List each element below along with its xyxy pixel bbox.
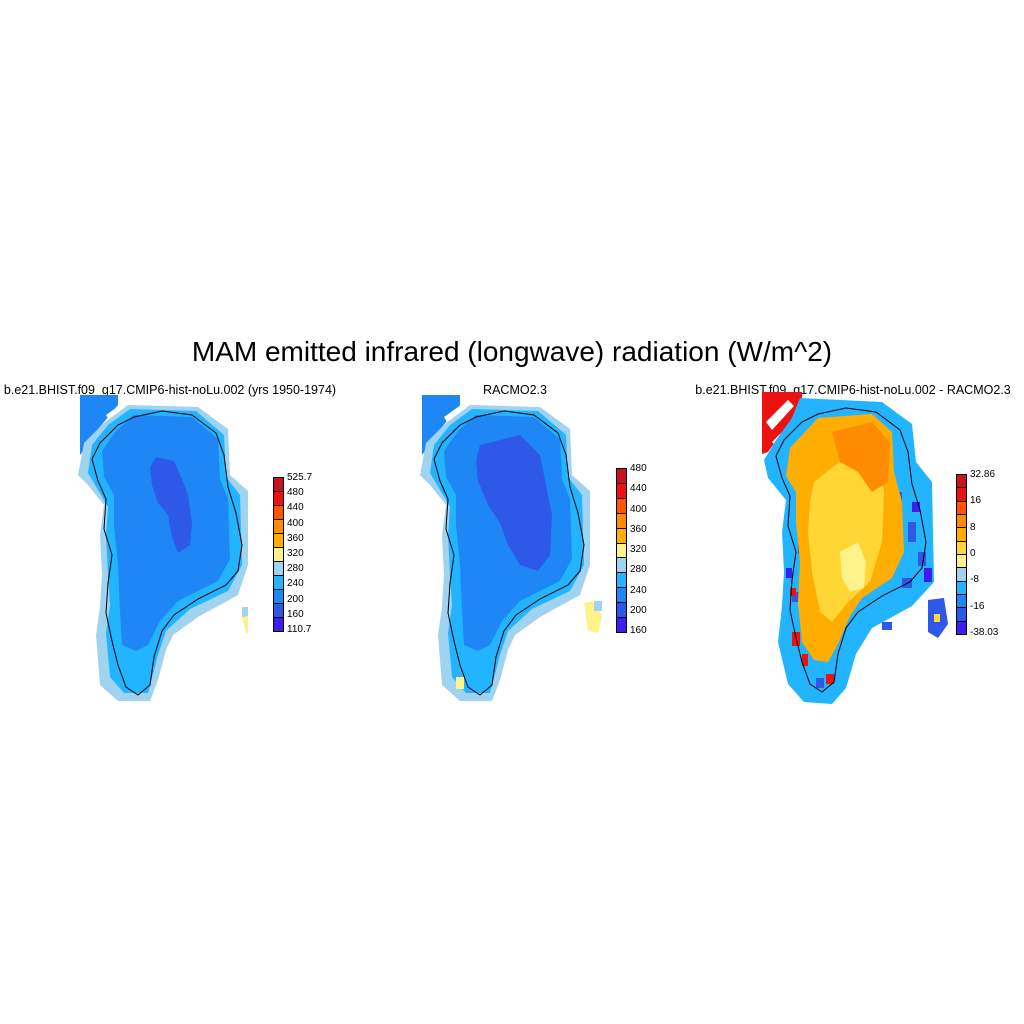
colorbar-swatch bbox=[273, 477, 284, 492]
colorbar-swatch bbox=[956, 594, 967, 609]
colorbar-swatch bbox=[616, 468, 627, 484]
colorbar-swatch bbox=[956, 607, 967, 622]
colorbar-label: 320 bbox=[630, 544, 647, 555]
colorbar-label: -38.03 bbox=[970, 627, 999, 638]
colorbar-swatch bbox=[273, 603, 284, 618]
colorbar-label: 400 bbox=[287, 517, 304, 529]
panel-3-colorbar: 32.86 16 8 0 -8 -16 -38.03 bbox=[956, 470, 1016, 638]
panel-1-map bbox=[78, 395, 248, 701]
colorbar-label: 525.7 bbox=[287, 472, 313, 483]
colorbar-swatch bbox=[956, 540, 967, 555]
colorbar-label: 110.7 bbox=[287, 624, 312, 635]
colorbar-swatch bbox=[616, 527, 627, 544]
colorbar-swatch bbox=[616, 557, 627, 574]
panel-2-map bbox=[420, 395, 602, 701]
colorbar-swatch bbox=[616, 587, 627, 604]
figure-title: MAM emitted infrared (longwave) radiatio… bbox=[191, 336, 833, 367]
colorbar-swatch bbox=[956, 554, 967, 569]
colorbar-label: 32.86 bbox=[970, 469, 996, 480]
colorbar-swatch bbox=[273, 519, 284, 534]
colorbar-swatch bbox=[273, 561, 284, 576]
panel-2-colorbar: 480 440 400 360 320 280 240 200 160 bbox=[616, 464, 666, 636]
panel-1-title: b.e21.BHIST.f09_g17.CMIP6-hist-noLu.002 … bbox=[3, 383, 337, 397]
colorbar-swatch bbox=[616, 602, 627, 619]
colorbar-swatch bbox=[956, 567, 967, 582]
colorbar-label: 280 bbox=[287, 563, 304, 575]
colorbar-swatch bbox=[956, 527, 967, 542]
colorbar-label: 16 bbox=[970, 495, 982, 507]
colorbar-label: 480 bbox=[287, 487, 304, 499]
colorbar-swatch bbox=[616, 512, 627, 529]
colorbar-label: 200 bbox=[630, 604, 647, 616]
colorbar-swatch bbox=[956, 620, 967, 635]
colorbar-label: 480 bbox=[630, 463, 647, 474]
colorbar-swatch bbox=[616, 482, 627, 499]
colorbar-label: 160 bbox=[287, 608, 304, 620]
colorbar-label: 200 bbox=[287, 593, 304, 605]
panel-2-title: RACMO2.3 bbox=[483, 383, 547, 397]
colorbar-swatch bbox=[273, 533, 284, 548]
colorbar-swatch bbox=[273, 491, 284, 506]
colorbar-swatch bbox=[273, 617, 284, 632]
panel-3-map bbox=[762, 392, 948, 704]
colorbar-swatch bbox=[616, 497, 627, 514]
colorbar-label: 360 bbox=[287, 532, 304, 544]
colorbar-swatch bbox=[616, 542, 627, 559]
colorbar-swatch bbox=[956, 500, 967, 515]
colorbar-swatch bbox=[956, 474, 967, 489]
colorbar-swatch bbox=[273, 505, 284, 520]
colorbar-swatch bbox=[273, 547, 284, 562]
colorbar-swatch bbox=[273, 589, 284, 604]
colorbar-label: 280 bbox=[630, 564, 647, 576]
colorbar-label: 360 bbox=[630, 523, 647, 535]
colorbar-swatch bbox=[956, 580, 967, 595]
colorbar-label: 440 bbox=[630, 483, 647, 495]
colorbar-swatch bbox=[956, 487, 967, 502]
colorbar-label: 160 bbox=[630, 625, 647, 636]
colorbar-swatch bbox=[616, 572, 627, 589]
colorbar-label: 0 bbox=[970, 548, 976, 559]
colorbar-swatch bbox=[956, 514, 967, 529]
colorbar-label: 320 bbox=[287, 548, 304, 559]
colorbar-label: 240 bbox=[287, 578, 304, 590]
colorbar-swatch bbox=[273, 575, 284, 590]
colorbar-label: 8 bbox=[970, 521, 976, 533]
colorbar-label: 240 bbox=[630, 584, 647, 596]
colorbar-label: 440 bbox=[287, 502, 304, 514]
colorbar-swatch bbox=[616, 617, 627, 633]
colorbar-label: -16 bbox=[970, 600, 985, 612]
panel-1-colorbar: 525.7 480 440 400 360 320 280 240 200 160 110.7 bbox=[273, 473, 333, 635]
colorbar-label: -8 bbox=[970, 574, 979, 586]
colorbar-label: 400 bbox=[630, 503, 647, 515]
